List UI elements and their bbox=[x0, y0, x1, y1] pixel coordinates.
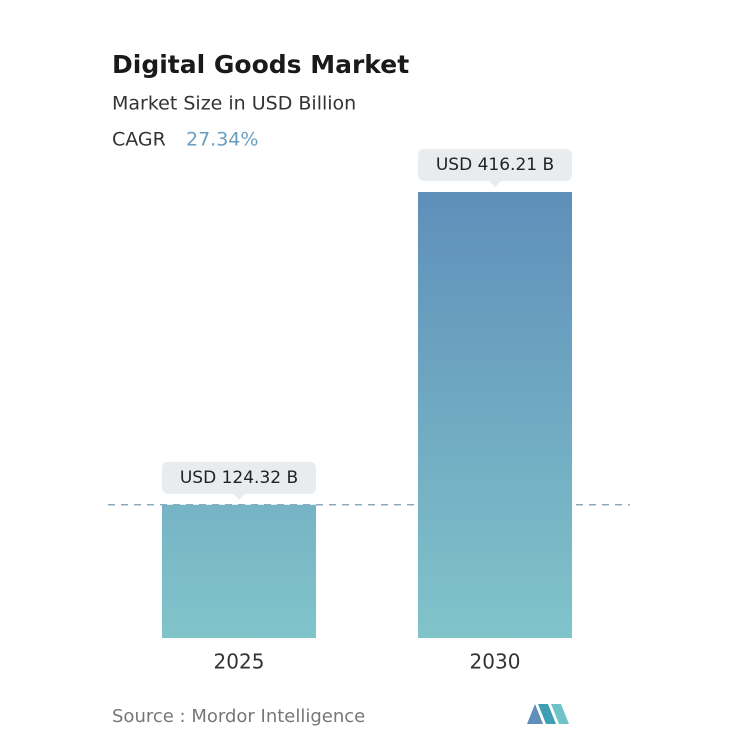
value-label-pointer bbox=[232, 492, 246, 500]
value-label-pointer bbox=[488, 180, 502, 187]
value-label: USD 416.21 B bbox=[436, 155, 554, 175]
x-tick-label: 2030 bbox=[470, 650, 521, 674]
bar bbox=[418, 192, 572, 638]
cagr-label: CAGR bbox=[112, 129, 166, 151]
value-label: USD 124.32 B bbox=[180, 468, 298, 488]
x-tick-label: 2025 bbox=[214, 650, 265, 674]
bar bbox=[162, 504, 316, 638]
chart-title: Digital Goods Market bbox=[112, 50, 409, 79]
source: Source : Mordor Intelligence bbox=[112, 706, 365, 727]
logo bbox=[527, 704, 569, 724]
value-label-box bbox=[162, 461, 316, 494]
value-label-box bbox=[418, 149, 572, 181]
cagr-value: 27.34% bbox=[186, 129, 258, 151]
chart-subtitle: Market Size in USD Billion bbox=[112, 93, 356, 115]
